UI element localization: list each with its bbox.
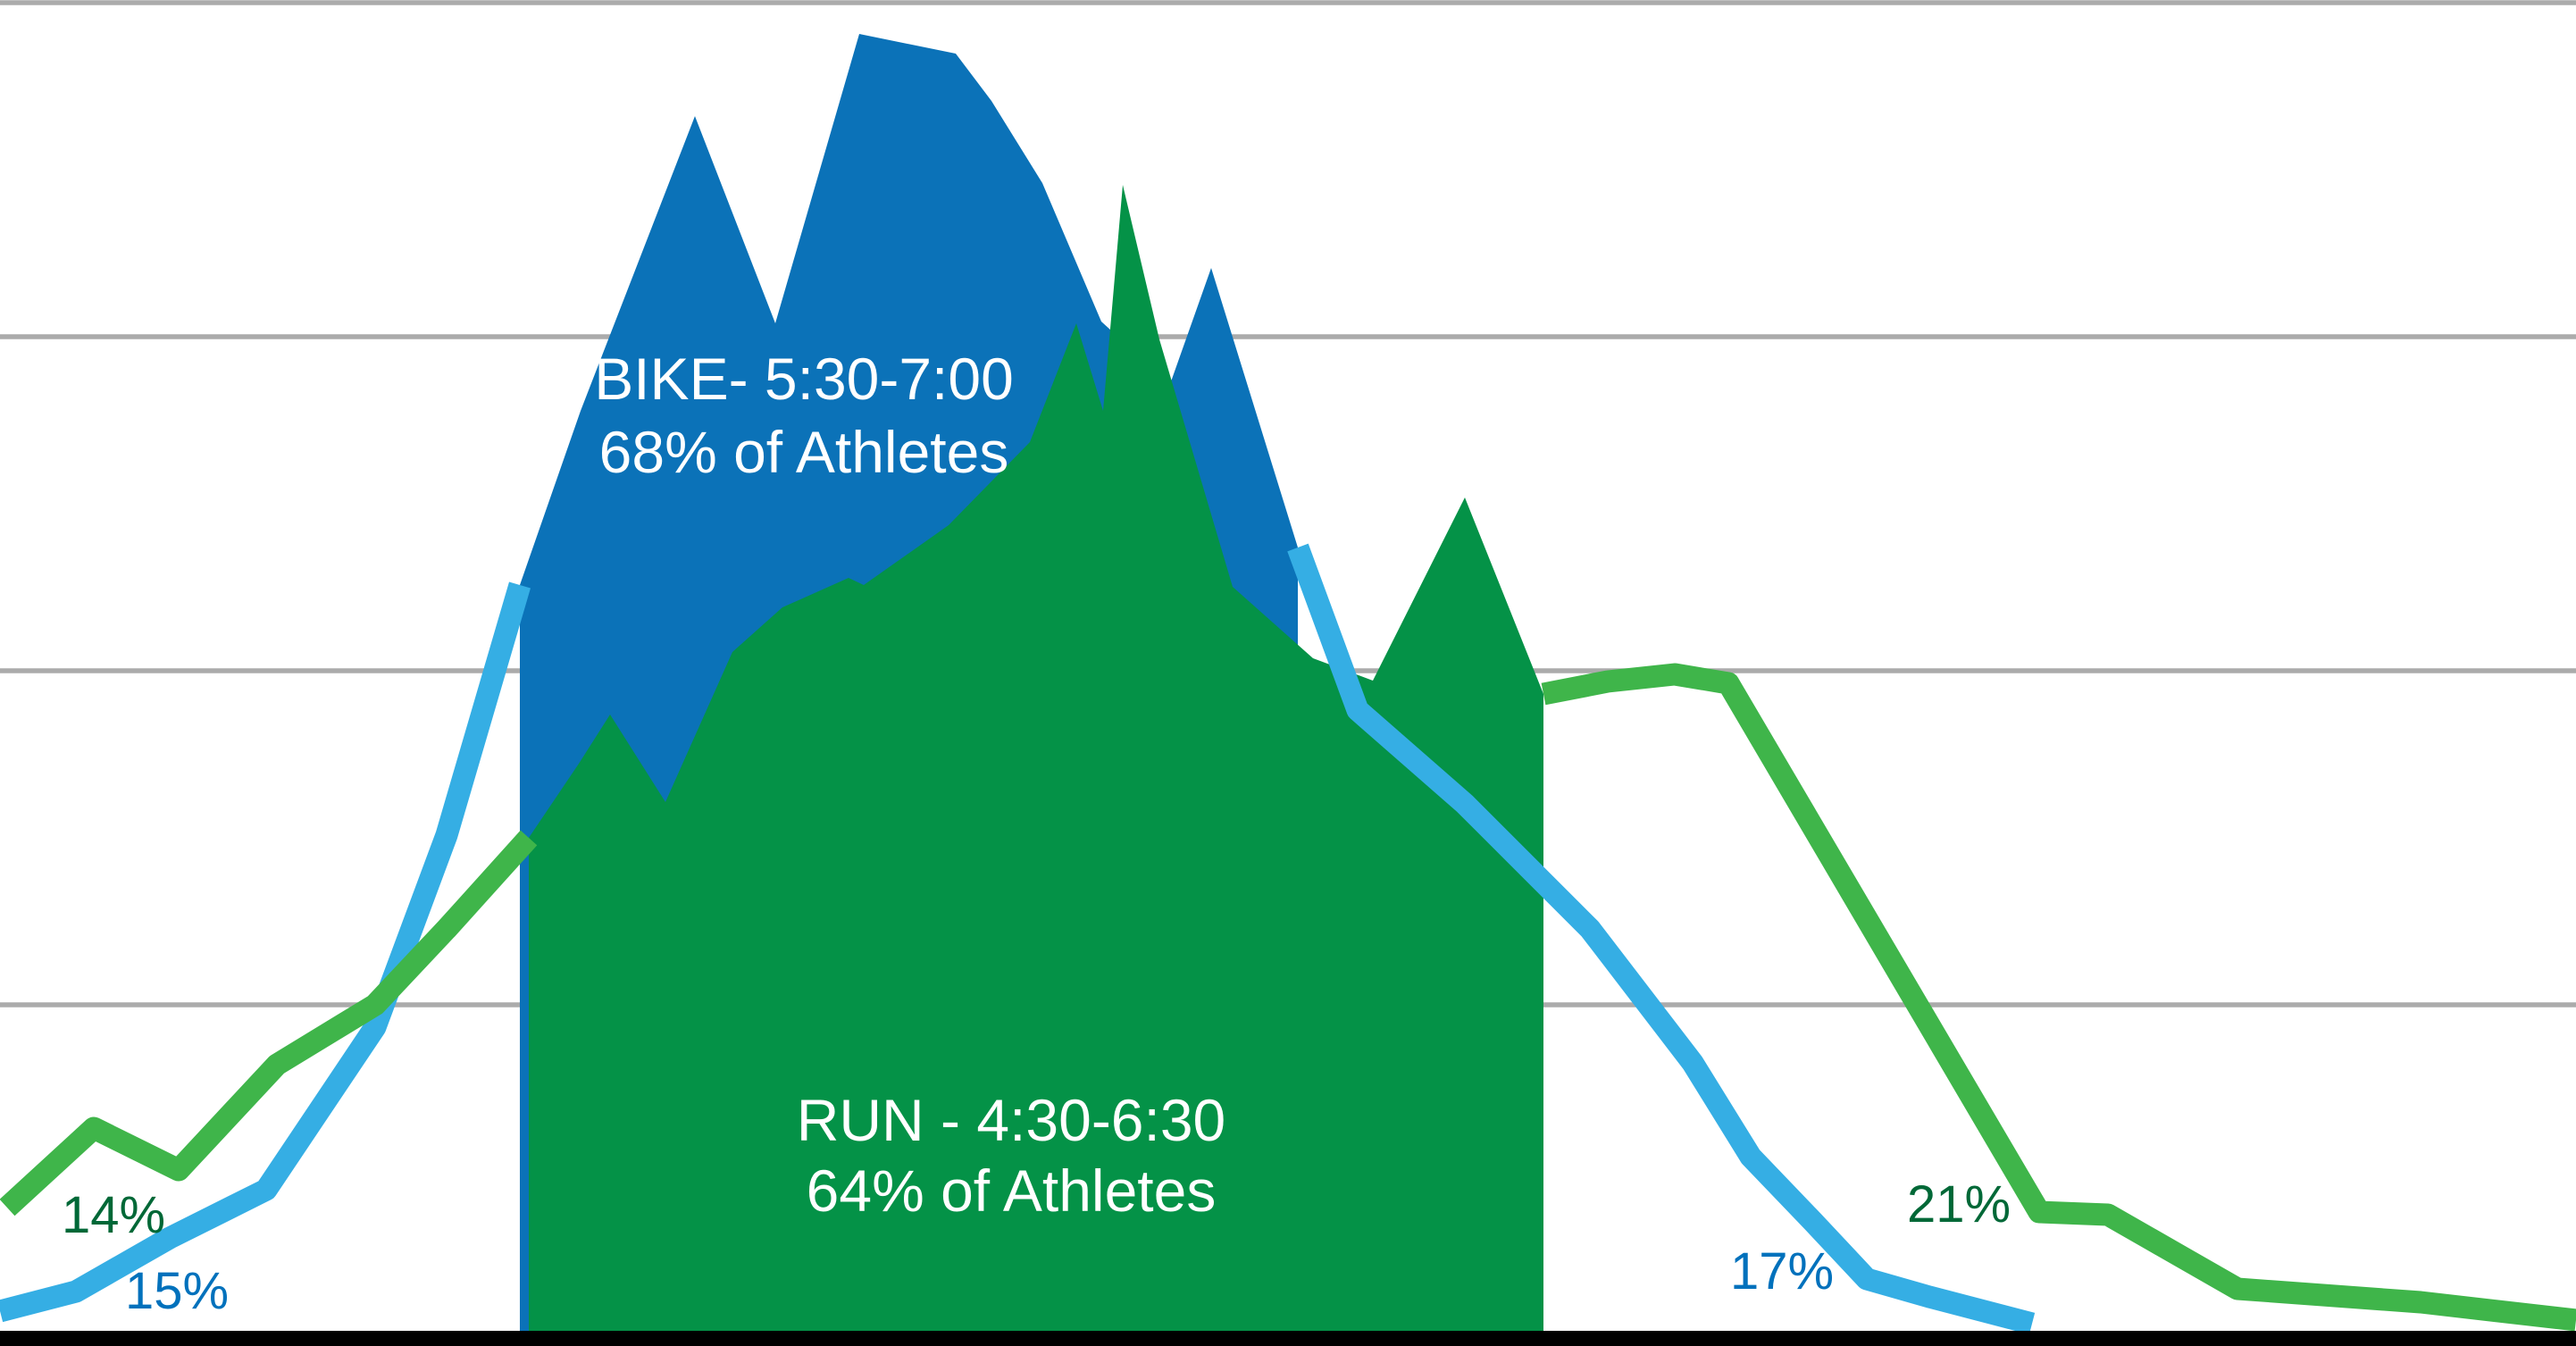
tail-lines: [0, 543, 2576, 1335]
run-shaded-area: [529, 185, 1543, 1331]
run-area-label-line1: RUN - 4:30-6:30: [797, 1087, 1226, 1153]
bike-left-tail-line: [0, 581, 531, 1323]
bike-right-tail-line: [1287, 543, 2036, 1335]
bike-right-tail-label: 17%: [1730, 1242, 1834, 1300]
run-right-tail-label: 21%: [1907, 1175, 2011, 1233]
x-axis: [0, 1331, 2576, 1346]
run-area-label-line2: 64% of Athletes: [807, 1158, 1217, 1224]
gridline: [0, 0, 2576, 5]
gridline: [0, 334, 2576, 339]
bike-area-label-line2: 68% of Athletes: [599, 419, 1009, 485]
run-right-tail-line: [1541, 663, 2576, 1332]
run-left-tail-line: [0, 830, 538, 1216]
bike-left-tail-label: 15%: [125, 1262, 229, 1320]
run-left-tail-label: 14%: [62, 1186, 165, 1244]
bike-area-label-line1: BIKE- 5:30-7:00: [594, 346, 1014, 412]
x-axis-bar: [0, 1331, 2576, 1346]
area-fills: [520, 34, 1543, 1331]
